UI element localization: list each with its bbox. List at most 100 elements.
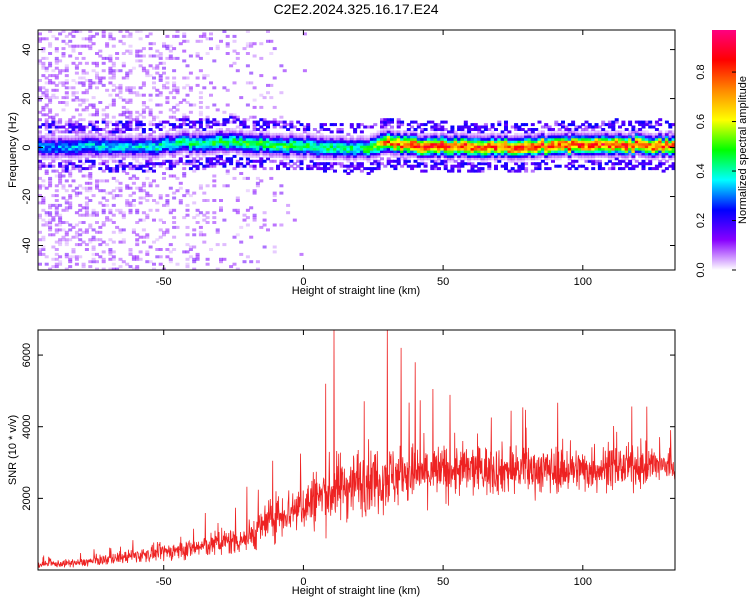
spectrogram-cell — [333, 147, 337, 151]
spectrogram-cell — [61, 147, 66, 151]
spectrogram-cell — [74, 123, 79, 127]
spectrogram-cell — [165, 228, 170, 232]
spectrogram-cell — [58, 120, 63, 124]
spectrogram-cell — [51, 142, 56, 146]
spectrogram-cell — [564, 147, 569, 151]
spectrogram-cell — [172, 86, 177, 90]
spectrogram-cell — [141, 152, 146, 156]
spectrogram-cell — [641, 137, 646, 141]
spectrogram-cell — [115, 52, 120, 55]
spectrogram-cell — [101, 76, 106, 80]
spectrogram-cell — [319, 125, 324, 129]
spectrogram-cell — [121, 164, 126, 168]
spectrogram-cell — [302, 69, 307, 73]
spectrogram-cell — [54, 265, 59, 269]
spectrogram-cell — [128, 32, 133, 36]
spectrogram-cell — [155, 115, 160, 119]
spectrogram-cell — [373, 147, 378, 151]
spectrogram-cell — [98, 79, 103, 82]
spectrogram-cell — [390, 125, 394, 129]
spectrogram-cell — [195, 130, 200, 134]
spectrogram-cell — [212, 120, 217, 124]
spectrogram-cell — [215, 147, 220, 151]
spectrogram-cell — [148, 137, 153, 141]
spectrogram-cell — [175, 135, 180, 139]
spectrogram-cell — [530, 140, 535, 144]
spectrogram-cell — [577, 164, 582, 168]
spectrogram-cell — [81, 137, 86, 141]
spectrogram-cell — [54, 252, 59, 256]
spectrogram-cell — [148, 208, 153, 212]
spectrogram-cell — [145, 194, 150, 198]
spectrogram-cell — [333, 142, 337, 146]
spectrogram-cell — [182, 174, 187, 178]
spectrogram-cell — [654, 150, 659, 153]
spectrogram-cell — [416, 137, 421, 141]
spectrogram-cell — [175, 91, 180, 95]
spectrogram-cell — [98, 140, 103, 144]
spectrogram-cell — [155, 142, 160, 146]
spectrogram-ytick-label: 40 — [21, 43, 33, 55]
spectrogram-cell — [64, 152, 69, 156]
spectrogram-cell — [198, 56, 203, 60]
spectrogram-cell — [64, 243, 69, 247]
spectrogram-cell — [380, 132, 384, 136]
spectrogram-cell — [567, 162, 572, 166]
spectrogram-cell — [520, 159, 525, 163]
spectrogram-cell — [105, 162, 110, 166]
spectrogram-cell — [168, 260, 173, 264]
spectrogram-cell — [343, 157, 348, 161]
spectrogram-cell — [661, 140, 666, 144]
spectrogram-cell — [312, 162, 317, 166]
spectrogram-cell — [172, 216, 177, 220]
spectrogram-cell — [671, 162, 675, 166]
spectrogram-cell — [222, 142, 227, 146]
spectrogram-cell — [276, 152, 280, 156]
spectrogram-cell — [416, 154, 421, 158]
spectrogram-cell — [225, 157, 230, 161]
spectrogram-cell — [413, 154, 418, 158]
spectrogram-cell — [353, 147, 358, 151]
spectrogram-cell — [38, 262, 42, 266]
spectrogram-xlabel: Height of straight line (km) — [292, 285, 420, 297]
spectrogram-cell — [44, 145, 49, 149]
spectrogram-cell — [225, 44, 230, 48]
spectrogram-cell — [125, 184, 130, 188]
spectrogram-cell — [664, 130, 669, 134]
spectrogram-cell — [400, 157, 405, 161]
spectrogram-cell — [490, 135, 495, 139]
spectrogram-cell — [95, 120, 99, 124]
spectrogram-cell — [245, 145, 250, 149]
spectrogram-cell — [115, 169, 120, 173]
spectrogram-cell — [51, 150, 56, 153]
spectrogram-cell — [71, 162, 76, 166]
spectrogram-cell — [131, 174, 136, 178]
spectrogram-cell — [168, 108, 173, 112]
spectrogram-cell — [185, 152, 190, 156]
spectrogram-cell — [410, 145, 415, 149]
spectrogram-cell — [249, 42, 254, 46]
spectrogram-cell — [172, 174, 177, 178]
spectrogram-cell — [614, 135, 619, 139]
spectrogram-cell — [420, 145, 425, 149]
spectrogram-cell — [202, 142, 207, 146]
spectrogram-cell — [172, 145, 177, 149]
spectrogram-cell — [209, 157, 213, 161]
spectrogram-cell — [44, 96, 49, 100]
spectrogram-cell — [168, 132, 173, 136]
spectrogram-cell — [192, 216, 197, 220]
spectrogram-cell — [534, 154, 539, 158]
spectrogram-cell — [544, 150, 549, 153]
spectrogram-cell — [121, 42, 126, 46]
spectrogram-cell — [88, 164, 93, 168]
spectrogram-cell — [353, 140, 358, 144]
spectrogram-cell — [125, 140, 130, 144]
spectrogram-cell — [296, 128, 301, 131]
spectrogram-cell — [165, 120, 170, 124]
spectrogram-cell — [309, 159, 314, 163]
spectrogram-cell — [517, 152, 522, 156]
spectrogram-cell — [78, 98, 83, 102]
spectrogram-cell — [209, 137, 213, 141]
spectrogram-cell — [131, 191, 136, 195]
spectrogram-cell — [118, 186, 123, 190]
